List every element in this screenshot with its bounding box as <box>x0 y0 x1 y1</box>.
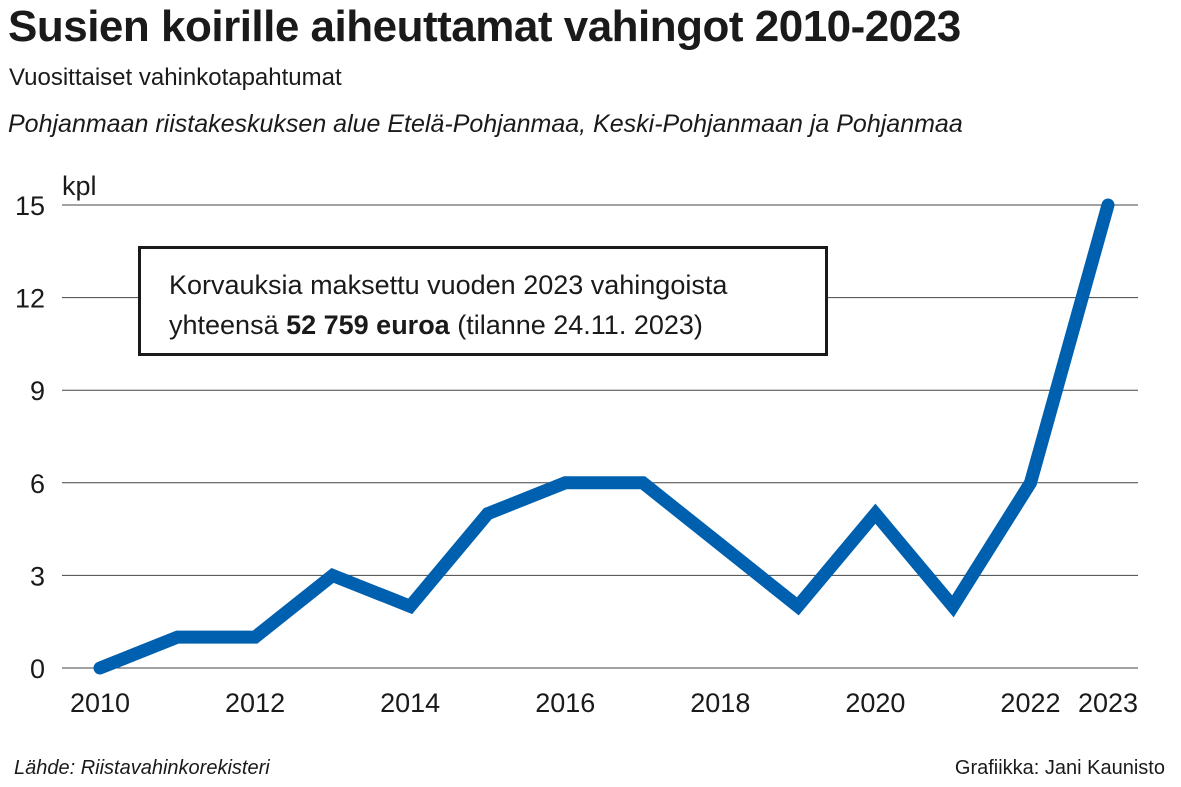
y-tick-label: 15 <box>15 191 45 221</box>
y-axis-label: kpl <box>62 171 97 201</box>
annotation-line-2: yhteensä 52 759 euroa (tilanne 24.11. 20… <box>169 305 825 345</box>
y-axis-ticks: 0 3 6 9 12 15 <box>15 191 45 684</box>
y-tick-label: 12 <box>15 284 45 314</box>
x-tick-label: 2014 <box>380 688 440 718</box>
chart-title: Susien koirille aiheuttamat vahingot 201… <box>8 2 961 51</box>
x-tick-label: 2016 <box>535 688 595 718</box>
source-note: Lähde: Riistavahinkorekisteri <box>14 757 270 779</box>
annotation-line-1: Korvauksia maksettu vuoden 2023 vahingoi… <box>169 270 728 300</box>
annotation-text-pre: yhteensä <box>169 310 287 340</box>
x-tick-label: 2012 <box>225 688 285 718</box>
y-tick-label: 9 <box>30 376 45 406</box>
x-tick-label: 2023 <box>1078 688 1138 718</box>
x-axis-ticks: 2010 2012 2014 2016 2018 2020 2022 2023 <box>70 688 1138 718</box>
graphic-credit: Grafiikka: Jani Kaunisto <box>954 757 1165 779</box>
x-tick-label: 2020 <box>845 688 905 718</box>
x-tick-label: 2022 <box>1000 688 1060 718</box>
x-tick-label: 2018 <box>690 688 750 718</box>
annotation-text-post: (tilanne 24.11. 2023) <box>449 310 703 340</box>
y-tick-label: 3 <box>30 561 45 591</box>
series-line <box>93 198 1115 675</box>
annotation-amount: 52 759 euroa <box>286 310 450 340</box>
annotation-box: Korvauksia maksettu vuoden 2023 vahingoi… <box>138 246 828 356</box>
y-tick-label: 6 <box>30 469 45 499</box>
chart-subtitle: Vuosittaiset vahinkotapahtumat <box>9 64 342 91</box>
x-tick-label: 2010 <box>70 688 130 718</box>
y-tick-label: 0 <box>30 654 45 684</box>
data-points <box>99 204 1109 669</box>
chart-region-note: Pohjanmaan riistakeskuksen alue Etelä-Po… <box>8 110 963 138</box>
